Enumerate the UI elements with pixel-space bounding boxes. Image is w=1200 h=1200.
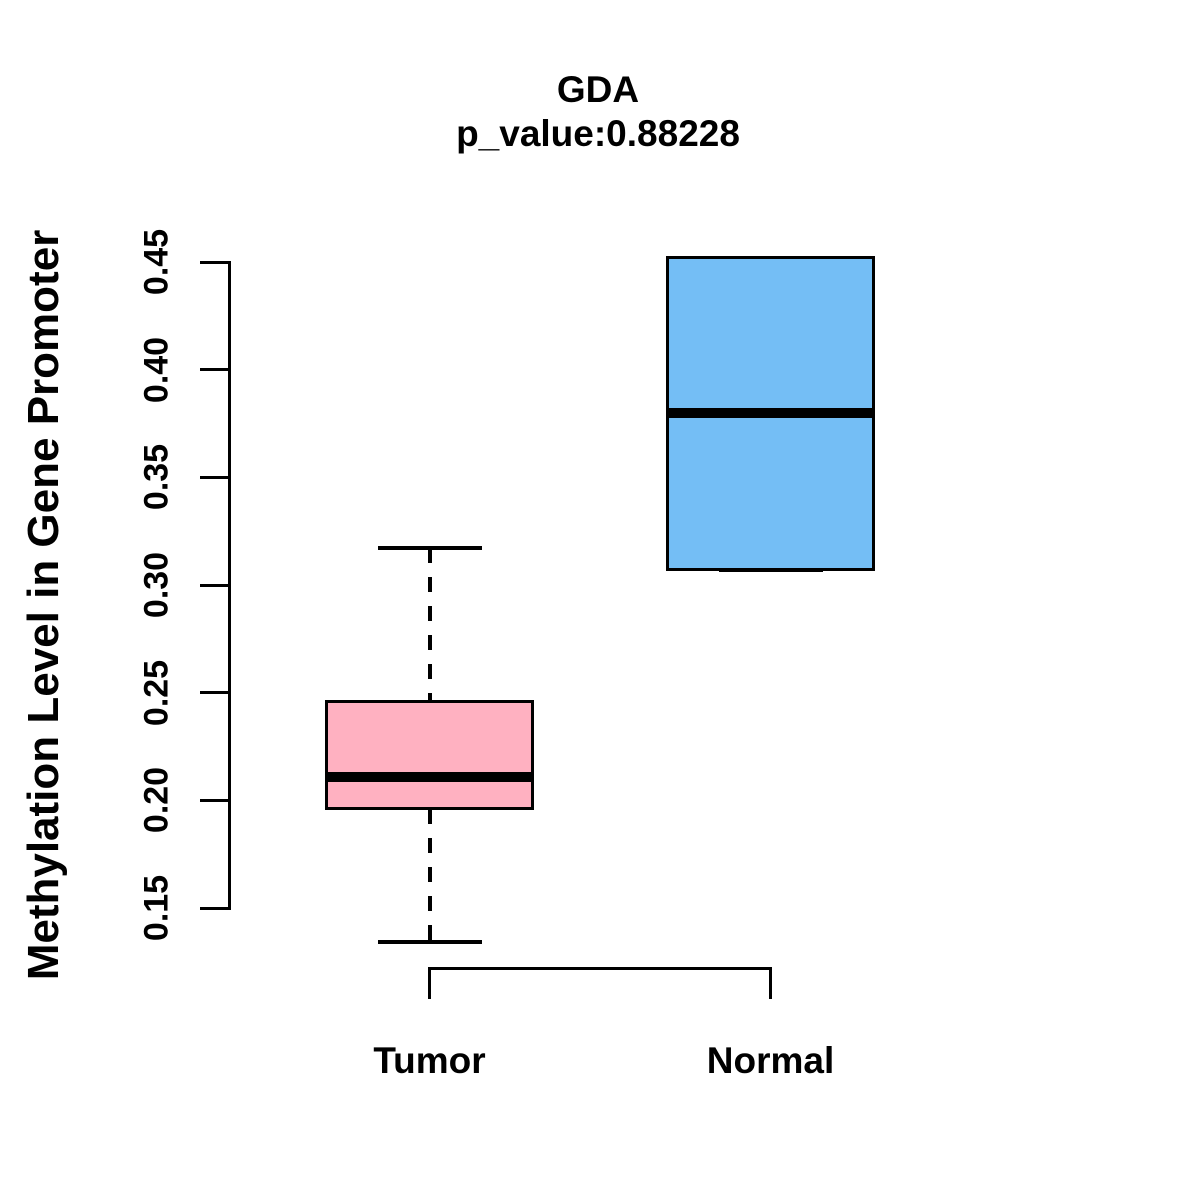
x-axis-tick [428, 966, 431, 999]
x-axis-label-tumor: Tumor [373, 1040, 486, 1081]
y-tick-label: 0.35 [137, 444, 176, 511]
y-axis-tick [200, 583, 229, 587]
y-axis-tick [200, 260, 229, 264]
y-axis-tick [200, 475, 229, 479]
median-line [667, 407, 874, 418]
y-tick-label: 0.45 [137, 228, 176, 296]
y-tick-label: 0.25 [137, 659, 176, 726]
y-axis-tick [200, 798, 229, 802]
y-tick-label: 0.20 [137, 767, 176, 834]
y-tick-label: 0.40 [137, 336, 176, 403]
median-line [326, 771, 533, 782]
x-axis-label-normal: Normal [706, 1040, 835, 1081]
y-tick-label: 0.15 [137, 874, 176, 942]
y-axis-line [227, 260, 231, 910]
x-axis-line [428, 966, 772, 970]
chart-subtitle-pvalue: p_value:0.88228 [456, 113, 740, 154]
y-tick-label: 0.30 [137, 551, 176, 619]
lower-whisker-cap [377, 940, 482, 945]
x-axis-tick [769, 966, 772, 999]
upper-whisker-cap [377, 546, 482, 551]
box-tumor [325, 699, 534, 811]
lower-whisker-line [427, 808, 432, 943]
y-axis-tick [200, 906, 229, 910]
y-axis-label: Methylation Level in Gene Promoter [19, 229, 68, 981]
y-axis-tick [200, 691, 229, 695]
chart-title: GDA [556, 69, 640, 110]
y-axis-tick [200, 368, 229, 372]
upper-whisker-line [427, 548, 432, 702]
